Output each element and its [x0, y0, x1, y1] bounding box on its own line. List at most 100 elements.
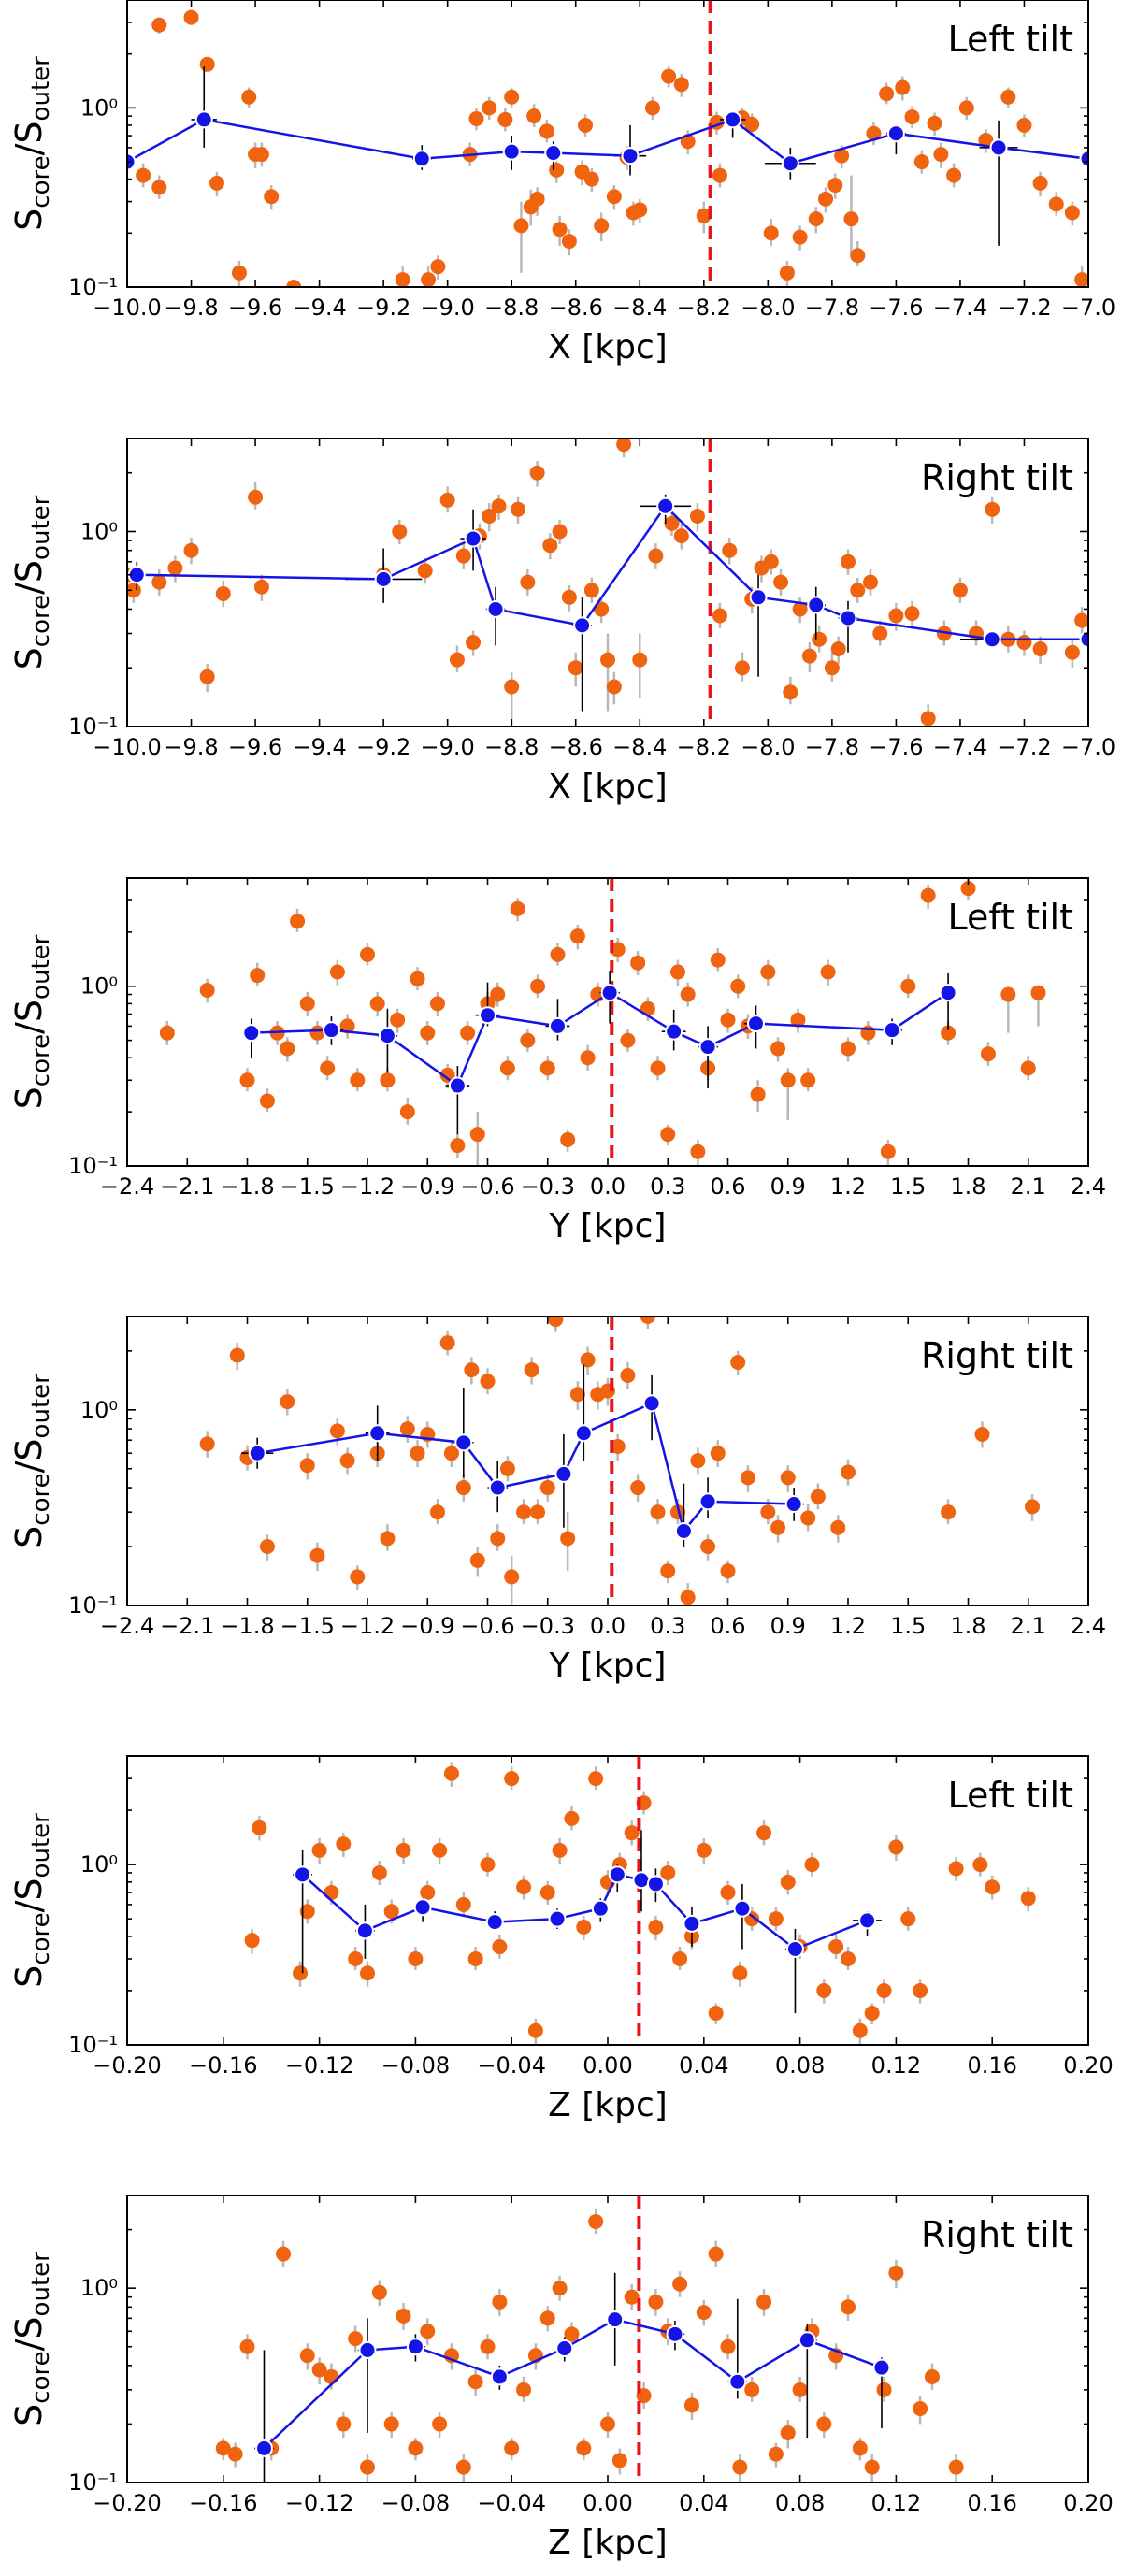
- source-point: [583, 583, 599, 598]
- source-point: [564, 2326, 580, 2342]
- x-tick-label: 0.6: [710, 1613, 745, 1639]
- x-tick-label: −0.6: [460, 1613, 514, 1639]
- source-point: [850, 248, 866, 264]
- binned-point: [728, 2372, 747, 2391]
- source-point: [199, 56, 215, 72]
- source-point: [1048, 196, 1064, 212]
- panel-3: −2.4 −2.1 −1.8 −1.5 −1.2 −0.9 −0.6 −0.3 0.0 0.3 0.…: [8, 877, 1106, 1245]
- source-point: [879, 86, 895, 102]
- source-point: [399, 1104, 415, 1120]
- source-point: [880, 1144, 896, 1159]
- source-point: [690, 1453, 706, 1469]
- source-point: [421, 272, 437, 287]
- source-point: [924, 2368, 940, 2384]
- binned-point: [749, 588, 768, 607]
- binned-point: [548, 1909, 567, 1928]
- x-tick-label: −0.16: [189, 2052, 258, 2079]
- source-point: [690, 1144, 706, 1159]
- source-point: [576, 1920, 592, 1936]
- source-point: [464, 1362, 480, 1378]
- source-point: [199, 669, 215, 684]
- source-point: [348, 1950, 364, 1966]
- y-axis-label: Score/Souter: [8, 1374, 55, 1548]
- source-point: [660, 1563, 676, 1579]
- source-point: [1025, 1499, 1041, 1515]
- source-point: [151, 180, 167, 195]
- x-tick-label: −8.2: [677, 295, 731, 321]
- binned-point: [554, 1464, 573, 1483]
- binned-point: [374, 569, 393, 588]
- x-tick-label: −0.12: [285, 2052, 354, 2079]
- source-point: [329, 964, 345, 980]
- ylabel-symbol: S: [8, 1526, 50, 1548]
- source-point: [420, 2324, 436, 2339]
- source-point: [552, 524, 568, 540]
- source-point: [648, 548, 664, 564]
- ylabel-separator: /S: [8, 1878, 50, 1912]
- source-point: [672, 2276, 688, 2292]
- x-tick-label: −1.2: [340, 1173, 395, 1200]
- plot-area: [215, 2195, 964, 2482]
- source-point: [542, 538, 558, 554]
- ylabel-separator: /S: [8, 1000, 50, 1034]
- source-point: [396, 1842, 411, 1858]
- x-tick-label: −8.6: [549, 734, 603, 760]
- axes-frame: [126, 438, 1089, 727]
- source-point: [744, 2382, 760, 2397]
- source-point: [490, 986, 506, 1002]
- source-point: [824, 660, 840, 676]
- source-point: [900, 978, 916, 994]
- source-point: [841, 2299, 856, 2315]
- source-point: [455, 1896, 471, 1912]
- source-point: [1032, 175, 1048, 191]
- source-point: [730, 1354, 746, 1370]
- ylabel-symbol: S: [8, 1965, 50, 1988]
- x-tick-label: −9.4: [292, 734, 346, 760]
- source-point: [773, 574, 789, 590]
- binned-point: [591, 1899, 610, 1918]
- x-tick-label: 0.9: [770, 1173, 806, 1200]
- x-tick-label: −7.4: [933, 295, 987, 321]
- source-point: [549, 162, 565, 178]
- source-point: [290, 914, 306, 929]
- source-point: [779, 265, 795, 281]
- source-point: [712, 608, 727, 624]
- source-point: [648, 1920, 664, 1936]
- source-point: [720, 2339, 736, 2354]
- x-tick-label: 0.12: [871, 2052, 921, 2079]
- x-tick-label: 0.12: [871, 2490, 921, 2516]
- x-axis-label: Z [kpc]: [548, 2086, 668, 2124]
- x-tick-label: −1.5: [280, 1613, 335, 1639]
- y-axis-label: Score/Souter: [8, 2252, 55, 2426]
- source-point: [600, 652, 615, 668]
- source-point: [520, 1032, 536, 1048]
- source-point: [324, 1885, 339, 1901]
- source-point: [616, 439, 632, 453]
- x-tick-label: −9.2: [356, 295, 410, 321]
- source-point: [830, 641, 846, 657]
- source-point: [927, 115, 942, 131]
- source-point: [299, 996, 315, 1012]
- source-point: [904, 606, 920, 622]
- source-point: [610, 1438, 626, 1454]
- binned-point: [784, 1495, 803, 1514]
- x-tick-label: 0.3: [650, 1173, 685, 1200]
- x-tick-label: 1.5: [890, 1613, 926, 1639]
- source-point: [371, 1864, 387, 1880]
- source-point: [324, 2368, 339, 2384]
- source-point: [644, 100, 660, 116]
- source-point: [620, 1032, 636, 1048]
- source-point: [576, 2440, 592, 2456]
- source-point: [710, 952, 726, 968]
- x-tick-label: −0.08: [381, 2052, 451, 2079]
- y-tick-label: 10⁰: [80, 518, 118, 544]
- source-point: [756, 1825, 772, 1841]
- x-tick-label: 2.4: [1071, 1613, 1106, 1639]
- binned-point: [883, 1021, 901, 1040]
- binned-point: [502, 142, 521, 161]
- binned-point: [486, 599, 505, 618]
- source-point: [468, 2374, 483, 2390]
- source-point: [630, 955, 646, 971]
- x-tick-label: −7.0: [1061, 734, 1115, 760]
